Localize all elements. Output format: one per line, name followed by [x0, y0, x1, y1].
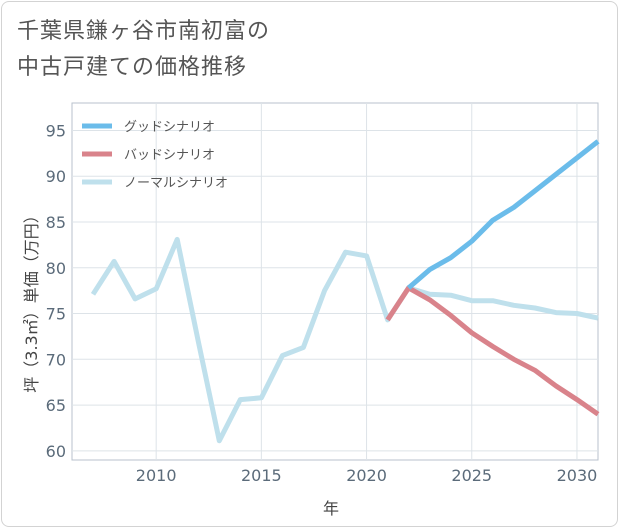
- series-line-1: [406, 139, 600, 290]
- y-tick-label: 65: [46, 396, 66, 415]
- chart-title: 千葉県鎌ヶ谷市南初富の 中古戸建ての価格推移: [17, 14, 270, 86]
- y-tick-label: 70: [46, 350, 66, 369]
- y-tick-label: 95: [46, 121, 66, 140]
- series-lines: [90, 139, 600, 444]
- x-tick-label: 2030: [557, 466, 598, 485]
- chart-title-line-2: 中古戸建ての価格推移: [17, 55, 248, 80]
- chart-title-line-1: 千葉県鎌ヶ谷市南初富の: [17, 19, 271, 44]
- y-tick-label: 85: [46, 213, 66, 232]
- y-axis-label: 坪（3.3㎡）単価（万円）: [22, 207, 41, 392]
- x-tick-label: 2020: [346, 466, 387, 485]
- x-tick-label: 2025: [451, 466, 492, 485]
- y-tick-label: 75: [46, 305, 66, 324]
- axis-ticks: 60 65 70 75 80 85 90 95 2010 2015 2020 2025 2030: [46, 121, 598, 485]
- y-tick-label: 60: [46, 442, 66, 461]
- y-tick-label: 80: [46, 259, 66, 278]
- x-axis-label: 年: [323, 499, 339, 518]
- y-tick-label: 90: [46, 167, 66, 186]
- legend-label: バッドシナリオ: [124, 148, 215, 163]
- legend-label: ノーマルシナリオ: [124, 176, 228, 191]
- x-tick-label: 2010: [136, 466, 177, 485]
- x-tick-label: 2015: [241, 466, 282, 485]
- legend-label: グッドシナリオ: [124, 120, 215, 135]
